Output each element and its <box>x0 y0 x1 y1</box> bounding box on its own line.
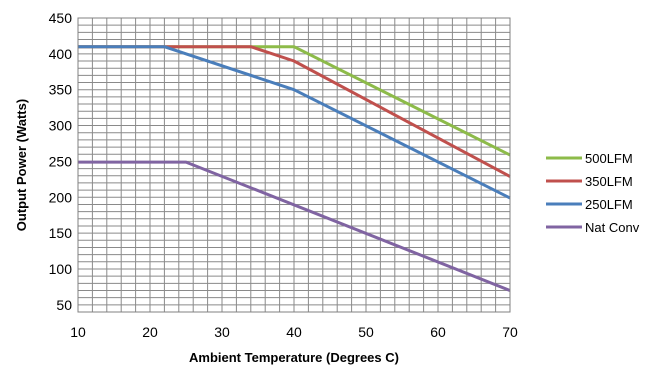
legend-item: 350LFM <box>546 174 633 189</box>
y-tick-label: 300 <box>49 118 73 134</box>
series-line-nat-conv <box>78 160 511 292</box>
y-tick-label: 400 <box>49 46 73 62</box>
series-line-250lfm <box>78 45 511 200</box>
x-tick-label: 40 <box>286 324 302 340</box>
legend-label: 250LFM <box>585 197 633 212</box>
x-tick-label: 70 <box>502 324 518 340</box>
y-tick-label: 350 <box>49 82 73 98</box>
y-tick-label: 100 <box>49 261 73 277</box>
y-tick-label: 200 <box>49 189 73 205</box>
x-tick-label: 50 <box>358 324 374 340</box>
x-axis-title: Ambient Temperature (Degrees C) <box>189 350 399 365</box>
legend-item: Nat Conv <box>546 220 640 235</box>
legend-item: 250LFM <box>546 197 633 212</box>
x-tick-label: 60 <box>430 324 446 340</box>
series-layer <box>78 45 511 292</box>
legend: 500LFM 350LFM 250LFM Nat Conv <box>546 151 640 235</box>
y-tick-label: 150 <box>49 225 73 241</box>
y-axis-title: Output Power (Watts) <box>14 99 29 231</box>
y-tick-label: 50 <box>56 297 72 313</box>
legend-label: Nat Conv <box>585 220 640 235</box>
x-tick-label: 20 <box>142 324 158 340</box>
plot-border <box>77 17 511 313</box>
y-tick-label: 450 <box>49 10 73 26</box>
legend-label: 500LFM <box>585 151 633 166</box>
y-tick-labels: 50 100 150 200 250 300 350 400 450 <box>49 10 73 313</box>
x-tick-labels: 10 20 30 40 50 60 70 <box>70 324 518 340</box>
legend-item: 500LFM <box>546 151 633 166</box>
y-tick-label: 250 <box>49 153 73 169</box>
x-tick-label: 30 <box>214 324 230 340</box>
legend-label: 350LFM <box>585 174 633 189</box>
grid <box>78 18 510 312</box>
x-tick-label: 10 <box>70 324 86 340</box>
